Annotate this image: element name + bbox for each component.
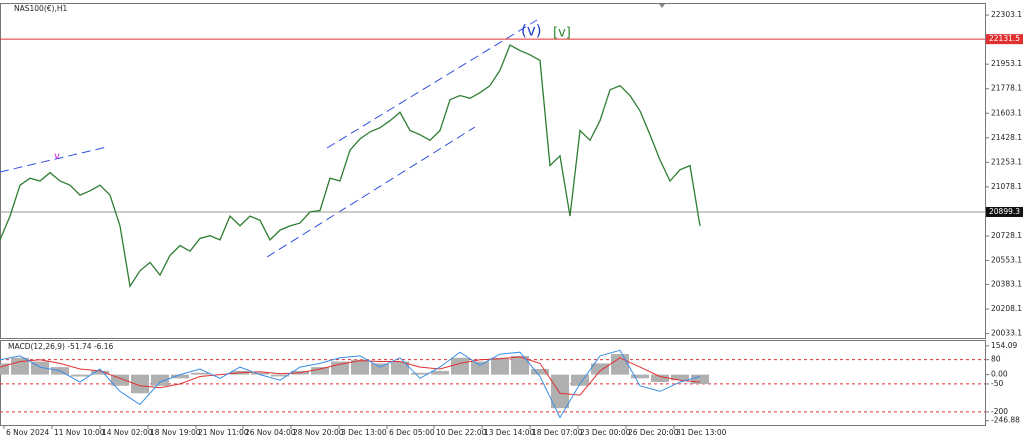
- histogram-bar: [171, 374, 189, 379]
- price-panel: [0, 3, 986, 339]
- trend-lines: [0, 19, 538, 258]
- annotation: (v): [521, 22, 542, 40]
- histogram-bar: [571, 374, 589, 386]
- chart-title: NAS100(€),H1: [14, 4, 67, 13]
- macd-line: [0, 356, 701, 396]
- channel-upper: [326, 19, 538, 149]
- level-label: 22131.5: [989, 34, 1020, 43]
- x-tick-label: 11 Nov 10:00: [54, 428, 105, 437]
- x-tick-label: 26 Dec 20:00: [628, 428, 679, 437]
- x-tick-label: 10 Dec 22:00: [436, 428, 487, 437]
- level-label-box: [986, 206, 1023, 217]
- histogram-bar: [271, 374, 289, 377]
- x-tick-label: 6 Nov 2024: [6, 428, 49, 437]
- y-tick-label: 21078.1: [991, 182, 1022, 191]
- y-tick-label: 21603.1: [991, 108, 1022, 117]
- y-tick-label: 21953.1: [991, 59, 1022, 68]
- histogram-bar: [631, 374, 649, 379]
- histogram-bar: [111, 374, 129, 386]
- y-tick-label: 22303.1: [991, 10, 1022, 19]
- histogram-bar: [331, 361, 349, 375]
- histogram-bar: [131, 374, 149, 394]
- y-tick-label: 20033.1: [991, 328, 1022, 337]
- histogram-bar: [11, 357, 29, 375]
- histogram-bar: [191, 372, 209, 375]
- histogram-bar: [431, 370, 449, 375]
- histogram-bar: [451, 357, 469, 375]
- x-tick-label: 6 Dec 05:00: [389, 428, 435, 437]
- histogram-bar: [471, 361, 489, 375]
- x-tick-label: 14 Nov 02:00: [102, 428, 153, 437]
- x-tick-label: 23 Dec 00:00: [580, 428, 631, 437]
- x-tick-label: 28 Nov 20:00: [293, 428, 344, 437]
- histogram-bar: [651, 374, 669, 383]
- y-tick-label: 20553.1: [991, 256, 1022, 265]
- histogram-bar: [311, 367, 329, 375]
- histogram-bar: [411, 372, 429, 375]
- histogram-bar: [691, 374, 709, 384]
- x-tick-label: 18 Nov 19:00: [150, 428, 201, 437]
- histogram-bar: [151, 374, 169, 386]
- macd-title: MACD(12,26,9) -51.74 -6.16: [8, 342, 114, 351]
- shift-marker: [659, 4, 665, 8]
- histogram-bar: [531, 369, 549, 375]
- y-tick-label: 20728.1: [991, 231, 1022, 240]
- histogram-bar: [671, 374, 689, 381]
- histogram-bar: [611, 354, 629, 375]
- y-tick-label: 20383.1: [991, 279, 1022, 288]
- channel-lower: [266, 126, 476, 258]
- y-tick-label: 21778.1: [991, 84, 1022, 93]
- histogram-bar: [71, 374, 89, 377]
- wave-line: [0, 146, 108, 173]
- price-line: [0, 44, 701, 288]
- y-tick-label: 154.09: [991, 341, 1017, 350]
- y-tick-label: 80: [991, 355, 1001, 364]
- y-tick-label: -246.88: [991, 416, 1020, 425]
- x-tick-label: 26 Nov 04:00: [245, 428, 296, 437]
- x-tick-label: 18 Dec 07:00: [532, 428, 583, 437]
- x-tick-label: 21 Nov 11:00: [198, 428, 249, 437]
- histogram-bar: [351, 359, 369, 375]
- histogram-bar: [391, 361, 409, 375]
- histogram-bar: [551, 374, 569, 409]
- annotation: [v]: [553, 26, 571, 41]
- y-tick-label: 21253.1: [991, 157, 1022, 166]
- histogram-bar: [371, 363, 389, 375]
- histogram-bar: [0, 363, 9, 375]
- x-tick-label: 3 Dec 13:00: [341, 428, 387, 437]
- y-tick-label: -50: [991, 379, 1003, 388]
- macd-line: [0, 349, 701, 419]
- histogram-bar: [591, 363, 609, 375]
- y-tick-label: -200: [991, 407, 1008, 416]
- y-tick-label: 21428.1: [991, 133, 1022, 142]
- level-label-box: [986, 34, 1023, 45]
- histogram-bar: [251, 372, 269, 375]
- y-tick-label: 20208.1: [991, 304, 1022, 313]
- histogram-bar: [491, 357, 509, 375]
- y-tick-label: 0.00: [991, 370, 1008, 379]
- level-label: 20899.3: [989, 207, 1020, 216]
- histogram-bar: [511, 355, 529, 375]
- x-tick-label: 31 Dec 13:00: [676, 428, 727, 437]
- x-tick-label: 13 Dec 14:00: [484, 428, 535, 437]
- histogram-bar: [91, 370, 109, 375]
- annotation: v: [54, 151, 60, 162]
